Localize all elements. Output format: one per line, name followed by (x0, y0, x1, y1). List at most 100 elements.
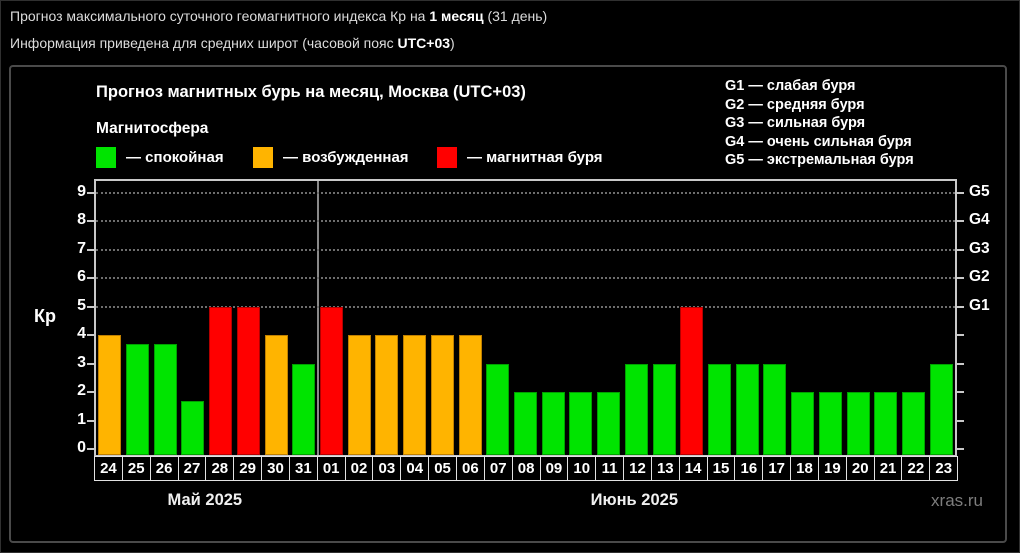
day-cell: 10 (567, 456, 597, 481)
left-axis-tick (87, 248, 94, 251)
kp-bar (320, 306, 344, 455)
right-axis-tick (957, 334, 964, 336)
kp-bar (458, 335, 482, 455)
day-cell: 07 (483, 456, 513, 481)
g-axis-label-g4: G4 (969, 211, 990, 228)
header-line-2: Информация приведена для средних широт (… (10, 35, 455, 51)
day-cell: 11 (595, 456, 625, 481)
kp-bar (874, 392, 898, 455)
left-axis-tick (87, 305, 94, 308)
day-cell: 28 (205, 456, 235, 481)
day-cell: 08 (511, 456, 541, 481)
g-axis-label-g2: G2 (969, 268, 990, 285)
day-cell: 19 (817, 456, 847, 481)
kp-bar (403, 335, 427, 455)
header-line-1-pre: Прогноз максимального суточного геомагни… (10, 8, 430, 24)
kp-bar (153, 343, 177, 455)
header-line-2-bold: UTC+03 (397, 35, 451, 51)
chart-title: Прогноз магнитных бурь на месяц, Москва … (96, 83, 526, 101)
left-axis-tick (87, 277, 94, 279)
right-axis-tick (957, 277, 964, 279)
kp-bar (735, 363, 759, 455)
kp-bar (264, 335, 288, 455)
header-line-2-post: ) (450, 35, 455, 51)
legend-item-quiet: — спокойная (96, 145, 224, 169)
header-line-1: Прогноз максимального суточного геомагни… (10, 8, 547, 24)
kp-bar (707, 363, 731, 455)
legend-swatch-quiet (96, 146, 116, 168)
day-cell: 24 (94, 456, 123, 481)
g-legend-line: G3 — сильная буря (725, 115, 866, 131)
day-cell: 21 (873, 456, 903, 481)
kp-bar (569, 392, 593, 455)
left-axis-tick (87, 448, 94, 450)
grid-line-kp7 (96, 248, 955, 251)
kp-bar (181, 400, 205, 455)
month-label: Июнь 2025 (590, 491, 678, 509)
y-tick-label: 7 (77, 239, 86, 257)
kp-bar (624, 363, 648, 455)
chart-panel: Прогноз магнитных бурь на месяц, Москва … (9, 65, 1007, 543)
header-line-1-post: (31 день) (483, 8, 548, 24)
kp-bar (126, 343, 150, 455)
grid-line-kp5 (96, 305, 955, 308)
kp-bar (98, 335, 122, 455)
y-tick-label: 6 (77, 268, 86, 285)
day-cell: 27 (177, 456, 207, 481)
month-separator-line (316, 181, 319, 455)
kp-bar (791, 392, 815, 455)
right-axis-tick (957, 191, 964, 194)
g-axis-label-g5: G5 (969, 182, 990, 200)
left-axis-tick (87, 362, 94, 365)
right-axis-tick (957, 248, 964, 251)
day-cell: 12 (623, 456, 652, 481)
grid-line-kp8 (96, 220, 955, 222)
kp-bar (486, 363, 510, 455)
day-cell: 05 (428, 456, 457, 481)
day-cell: 23 (929, 456, 959, 481)
kp-bar (846, 392, 870, 455)
left-axis-tick (87, 391, 94, 393)
y-tick-label: 5 (77, 296, 86, 314)
y-tick-label: 8 (77, 211, 86, 228)
day-cell: 29 (233, 456, 263, 481)
day-cell: 16 (734, 456, 764, 481)
kp-bar (652, 363, 676, 455)
g-legend-line: G4 — очень сильная буря (725, 133, 912, 150)
legend-item-storm: — магнитная буря (437, 145, 603, 169)
kp-bar (375, 335, 399, 455)
grid-line-kp9 (96, 191, 955, 194)
kp-bar (541, 392, 565, 455)
header-line-2-pre: Информация приведена для средних широт (… (10, 35, 398, 51)
kp-bar (292, 363, 316, 455)
right-axis-tick (957, 362, 964, 365)
plot-area: Кр 0 1 2 3 4 5 6 7 8 9 G1 G2 G3 G4 G5 (34, 179, 990, 457)
day-cell: 15 (706, 456, 736, 481)
left-axis-tick (87, 191, 94, 194)
y-axis-title: Кр (34, 306, 56, 326)
legend-label-excited: — возбужденная (283, 148, 409, 166)
day-cell: 18 (790, 456, 819, 481)
legend-swatch-storm (437, 146, 457, 168)
day-cell: 25 (121, 456, 151, 481)
day-cell: 20 (845, 456, 875, 481)
day-cell: 26 (149, 456, 179, 481)
right-axis-tick (957, 305, 964, 308)
status-legend: — спокойная — возбужденная — магнитная бур… (96, 145, 716, 169)
day-cell: 14 (678, 456, 708, 481)
kp-bar (236, 306, 260, 455)
legend-label-storm: — магнитная буря (467, 148, 603, 166)
day-cell: 09 (539, 456, 569, 481)
day-cell: 04 (400, 456, 430, 481)
chart-subtitle: Магнитосфера (96, 120, 209, 137)
left-axis-tick (87, 220, 94, 222)
day-cell: 22 (901, 456, 931, 481)
right-axis-tick (957, 419, 964, 422)
kp-bar (597, 392, 621, 455)
legend-label-quiet: — спокойная (126, 148, 224, 166)
day-cell: 01 (316, 456, 346, 481)
grid-line-kp6 (96, 277, 955, 279)
g-legend-line: G2 — средняя буря (725, 96, 865, 113)
kp-bar (430, 335, 454, 455)
